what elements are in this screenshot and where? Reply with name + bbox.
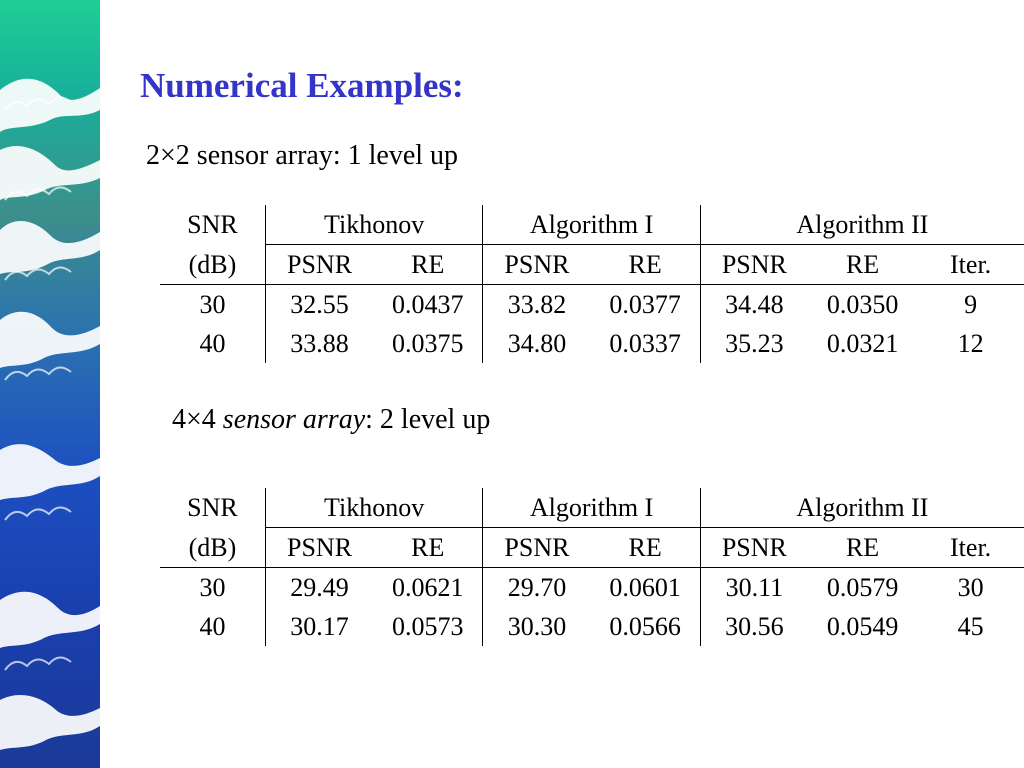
table-row: 30 29.49 0.0621 29.70 0.0601 30.11 0.057… <box>160 567 1024 607</box>
header-iter: Iter. <box>917 527 1024 568</box>
cell-iter: 45 <box>957 612 984 641</box>
section2-heading-italic: sensor array <box>222 404 366 435</box>
cell-iter: 30 <box>957 573 984 602</box>
cell-a1-psnr: 30.30 <box>482 607 591 646</box>
cell-tik-psnr: 30.17 <box>264 607 374 646</box>
header-psnr: PSNR <box>482 244 591 285</box>
wave-pattern-icon <box>0 78 100 750</box>
cell-a2-re: 0.0321 <box>826 329 899 358</box>
table-header-row: SNR Tikhonov Algorithm I Algorithm II <box>160 488 1024 528</box>
header-tikhonov: Tikhonov <box>264 205 483 245</box>
table-header-row: SNR Tikhonov Algorithm I Algorithm II <box>160 205 1024 245</box>
cell-a2-psnr: 35.23 <box>699 324 808 363</box>
cell-a2-re: 0.0350 <box>826 290 899 319</box>
header-re: RE <box>373 527 483 568</box>
section2-heading: 4×4 sensor array: 2 level up <box>172 404 490 436</box>
table-row: 30 32.55 0.0437 33.82 0.0377 34.48 0.035… <box>160 284 1024 324</box>
results-table-2x2: SNR Tikhonov Algorithm I Algorithm II (d… <box>160 205 1024 363</box>
header-psnr: PSNR <box>699 527 808 568</box>
header-psnr: PSNR <box>482 527 591 568</box>
header-re: RE <box>590 244 701 285</box>
cell-tik-re: 0.0375 <box>391 329 464 358</box>
header-psnr: PSNR <box>264 244 374 285</box>
cell-tik-re: 0.0621 <box>391 573 464 602</box>
cell-a1-psnr: 29.70 <box>482 567 591 607</box>
table-row: 40 30.17 0.0573 30.30 0.0566 30.56 0.054… <box>160 607 1024 646</box>
header-algorithm-1: Algorithm I <box>482 488 701 528</box>
header-snr: SNR <box>187 210 238 240</box>
section1-heading: 2×2 sensor array: 1 level up <box>146 140 459 171</box>
header-psnr: PSNR <box>264 527 374 568</box>
cell-tik-re: 0.0573 <box>391 612 464 641</box>
header-algorithm-2: Algorithm II <box>699 488 1024 528</box>
cell-tik-re: 0.0437 <box>391 290 464 319</box>
cell-iter: 12 <box>957 329 984 358</box>
header-db: (dB) <box>160 527 266 568</box>
section2-heading-rest: : 2 level up <box>365 404 491 435</box>
cell-iter: 9 <box>964 290 978 319</box>
header-re: RE <box>807 244 918 285</box>
cell-a1-re: 0.0337 <box>609 329 681 358</box>
cell-a2-re: 0.0549 <box>826 612 899 641</box>
header-re: RE <box>373 244 483 285</box>
section2-heading-num: 4×4 <box>172 404 223 435</box>
header-algorithm-1: Algorithm I <box>482 205 701 245</box>
cell-a1-psnr: 34.80 <box>482 324 591 363</box>
cell-a2-psnr: 34.48 <box>699 284 808 324</box>
cell-a1-re: 0.0377 <box>609 290 681 319</box>
header-psnr: PSNR <box>699 244 808 285</box>
cell-snr: 40 <box>199 329 226 358</box>
table-subheader-row: (dB) PSNR RE PSNR RE PSNR RE Iter. <box>160 527 1024 568</box>
cell-tik-psnr: 29.49 <box>264 567 374 607</box>
cell-a1-re: 0.0601 <box>609 573 681 602</box>
results-table-4x4: SNR Tikhonov Algorithm I Algorithm II (d… <box>160 488 1024 646</box>
header-iter: Iter. <box>917 244 1024 285</box>
table-row: 40 33.88 0.0375 34.80 0.0337 35.23 0.032… <box>160 324 1024 363</box>
header-algorithm-2: Algorithm II <box>699 205 1024 245</box>
cell-tik-psnr: 33.88 <box>264 324 374 363</box>
header-db: (dB) <box>160 244 266 285</box>
cell-a2-re: 0.0579 <box>826 573 899 602</box>
cell-a2-psnr: 30.11 <box>699 567 808 607</box>
header-snr: SNR <box>187 493 238 523</box>
header-tikhonov: Tikhonov <box>264 488 483 528</box>
cell-a1-psnr: 33.82 <box>482 284 591 324</box>
cell-snr: 30 <box>199 290 226 319</box>
table-subheader-row: (dB) PSNR RE PSNR RE PSNR RE Iter. <box>160 244 1024 285</box>
header-re: RE <box>590 527 701 568</box>
cell-a2-psnr: 30.56 <box>699 607 808 646</box>
cell-a1-re: 0.0566 <box>609 612 681 641</box>
cell-snr: 40 <box>199 612 226 641</box>
slide-title: Numerical Examples: <box>140 66 464 105</box>
cell-tik-psnr: 32.55 <box>264 284 374 324</box>
wave-decoration <box>0 0 100 768</box>
cell-snr: 30 <box>199 573 226 602</box>
header-re: RE <box>807 527 918 568</box>
